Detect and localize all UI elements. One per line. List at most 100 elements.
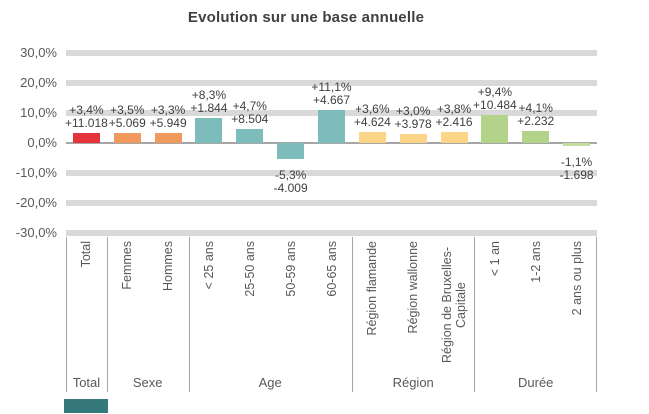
group-label-sexe: Sexe — [132, 375, 163, 390]
category-label-cell: 2 ans ou plus — [556, 241, 598, 373]
bar-value-label: +3,0% +3.978 — [368, 105, 458, 131]
category-label: Région de Bruxelles-Capitale — [440, 246, 469, 364]
zero-axis-line — [66, 142, 597, 144]
y-axis-tick-label: -30,0% — [15, 225, 57, 240]
y-axis-tick-label: 10,0% — [20, 105, 57, 120]
category-label-cell: 50-59 ans — [270, 241, 312, 373]
category-label-cell: Région wallonne — [392, 241, 434, 373]
bottom-left-marker — [64, 399, 108, 413]
group-label-r-gion: Région — [392, 375, 434, 390]
bar-pct-label: +3,6% — [355, 102, 390, 117]
bar-value-label: +11,1% +4.667 — [287, 79, 377, 107]
category-label: 2 ans ou plus — [569, 241, 584, 316]
group-label-total: Total — [72, 375, 101, 390]
bar-hommes — [154, 133, 182, 143]
bar-r-gion-wallonne — [399, 134, 427, 143]
bar-abs-label: +1.844 — [190, 101, 228, 116]
gridline-band — [66, 200, 597, 206]
category-label: Hommes — [161, 241, 176, 292]
bar-pct-label: +8,3% — [191, 88, 227, 103]
bar-abs-label: +10.484 — [473, 97, 517, 112]
bar-abs-label: -1.698 — [559, 168, 594, 183]
category-label-cell: 1-2 ans — [515, 241, 557, 373]
bar-value-label: +3,8% +2.416 — [409, 101, 499, 129]
group-label-dur-e: Durée — [518, 375, 554, 390]
bar-2-ans-ou-plus — [563, 143, 591, 147]
bar-value-label: -1,1% -1.698 — [532, 156, 622, 182]
category-label-cell: < 25 ans — [188, 241, 230, 373]
category-label-cell: Total — [65, 241, 107, 373]
bar-value-label: +8,3% +1.844 — [164, 89, 254, 115]
y-axis-tick-label: -20,0% — [15, 195, 57, 210]
bar-value-label: +4,1% +2.232 — [491, 100, 581, 128]
bar-abs-label: +8.504 — [231, 111, 269, 126]
bar-50-59-ans — [277, 143, 305, 159]
bar-value-label: -5,3% -4.009 — [246, 167, 336, 195]
y-axis-tick-label: -10,0% — [15, 165, 57, 180]
category-label-cell: Femmes — [106, 241, 148, 373]
category-label: 60-65 ans — [324, 241, 339, 297]
bar-abs-label: -4.009 — [273, 180, 308, 195]
group-divider — [188, 237, 190, 392]
bar-r-gion-flamande — [358, 132, 386, 143]
y-axis-tick-label: 20,0% — [20, 75, 57, 90]
bar-r-gion-de-bruxelles-capitale — [440, 131, 468, 143]
category-label: 50-59 ans — [283, 241, 298, 297]
bar-1-2-ans — [522, 130, 550, 143]
bar-pct-label: +3,8% — [436, 101, 472, 116]
bar-pct-label: -1,1% — [560, 155, 593, 170]
bar-value-label: +3,3% +5.949 — [123, 104, 213, 130]
gridline-band — [66, 80, 597, 86]
bar-femmes — [113, 132, 141, 143]
gridline-band — [66, 230, 597, 236]
category-label: 25-50 ans — [242, 241, 257, 297]
y-axis-tick-label: 0,0% — [27, 135, 57, 150]
gridline-band — [66, 50, 597, 56]
category-label: Région flamande — [365, 241, 380, 336]
bar-value-label: +3,5% +5.069 — [82, 102, 172, 130]
bar-pct-label: -5,3% — [274, 167, 307, 182]
bar-pct-label: +11,1% — [311, 79, 352, 94]
bar-pct-label: +4,7% — [232, 98, 267, 113]
bar-abs-label: +4.624 — [353, 115, 391, 130]
category-label: Région wallonne — [406, 241, 421, 334]
category-label: Femmes — [120, 241, 135, 290]
category-label-cell: < 1 an — [474, 241, 516, 373]
bar-pct-label: +4,1% — [518, 100, 553, 115]
bar-abs-label: +5.069 — [108, 115, 146, 130]
bar-25-ans — [195, 118, 223, 143]
bar-total — [72, 132, 100, 143]
bar-pct-label: +9,4% — [477, 84, 513, 99]
group-divider — [596, 237, 597, 392]
group-divider — [66, 237, 67, 392]
category-label-cell: 25-50 ans — [229, 241, 271, 373]
category-label: Total — [79, 241, 94, 268]
bar-value-label: +3,4% +11.018 — [41, 102, 131, 130]
group-label-age: Age — [258, 375, 282, 390]
category-label: < 1 an — [487, 241, 502, 277]
group-divider — [351, 237, 353, 392]
bar-abs-label: +11.018 — [65, 115, 108, 130]
bar-pct-label: +3,4% — [69, 102, 104, 117]
category-label-cell: Hommes — [147, 241, 189, 373]
bar-60-65-ans — [318, 109, 345, 143]
bar-pct-label: +3,5% — [110, 102, 145, 117]
category-label-cell: Région de Bruxelles-Capitale — [433, 241, 475, 373]
bar-value-label: +4,7% +8.504 — [205, 98, 295, 126]
y-axis-tick-label: 30,0% — [20, 45, 57, 60]
group-divider — [106, 237, 108, 392]
bar-abs-label: +5.949 — [149, 116, 187, 131]
bar-1-an — [481, 114, 509, 143]
bar-abs-label: +4.667 — [312, 92, 351, 107]
chart-title: Evolution sur une base annuelle — [187, 9, 425, 26]
bar-pct-label: +3,0% — [396, 104, 431, 118]
category-label: 1-2 ans — [528, 241, 543, 283]
bar-pct-label: +3,3% — [150, 103, 186, 118]
category-label: < 25 ans — [201, 241, 216, 290]
bar-abs-label: +2.416 — [435, 114, 473, 129]
bar-value-label: +3,6% +4.624 — [327, 103, 417, 129]
bar-25-50-ans — [236, 128, 264, 143]
category-label-cell: 60-65 ans — [311, 241, 353, 373]
bar-abs-label: +2.232 — [517, 113, 555, 128]
